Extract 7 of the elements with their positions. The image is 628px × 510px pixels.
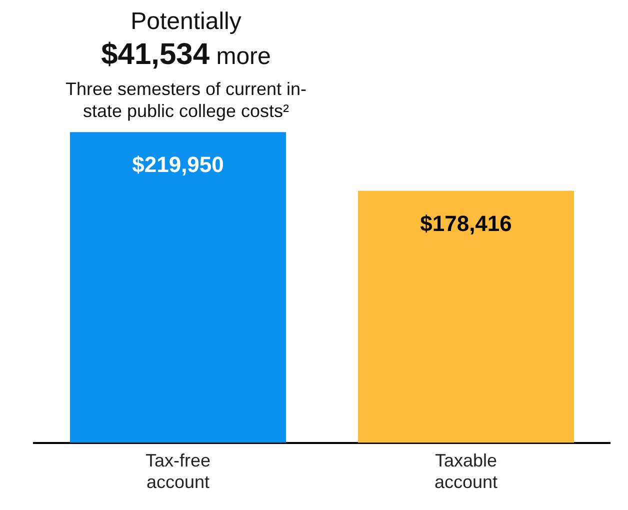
data-label: $219,950 — [132, 152, 224, 178]
text: Three semesters of current in-state public college costs² — [64, 78, 308, 122]
chart-subtitle: $41,534 more — [101, 38, 271, 71]
data-label: $178,416 — [420, 210, 512, 236]
chart-title: Potentially — [130, 8, 242, 36]
x-tick-label: Taxable account — [434, 450, 498, 492]
x-tick-label: Tax-free account — [145, 450, 211, 492]
